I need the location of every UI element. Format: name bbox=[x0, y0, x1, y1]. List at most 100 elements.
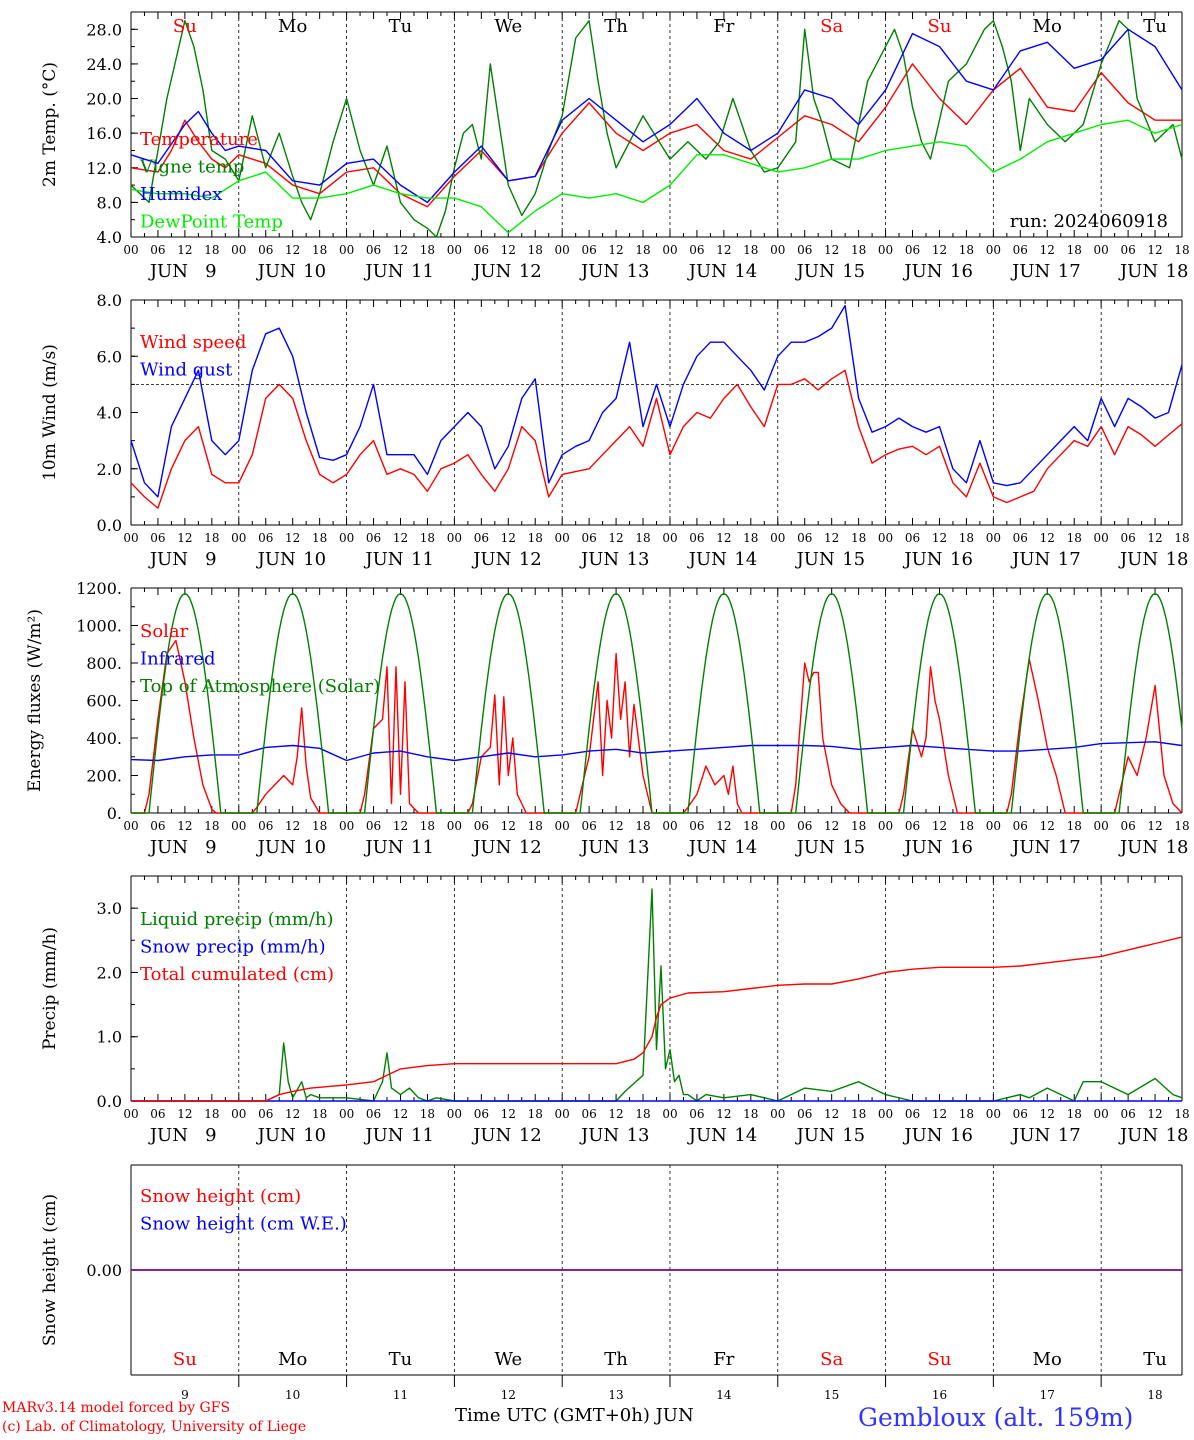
hour-tick-label: 06 bbox=[1013, 243, 1028, 257]
legend-entry: Infrared bbox=[140, 649, 215, 670]
series-line-infrared bbox=[130, 741, 1183, 762]
legend-entry: Liquid precip (mm/h) bbox=[140, 909, 334, 930]
y-axis-label: 2m Temp. (°C) bbox=[40, 62, 60, 187]
hour-tick-label: 00 bbox=[770, 531, 785, 545]
day-label: 10 bbox=[303, 1125, 326, 1146]
hour-tick-label: 06 bbox=[581, 819, 596, 833]
day-label: 18 bbox=[1166, 261, 1189, 282]
month-label: JUN bbox=[795, 837, 835, 858]
day-label: 11 bbox=[411, 261, 434, 282]
hour-tick-label: 06 bbox=[905, 1107, 920, 1121]
credit-line-2: (c) Lab. of Climatology, University of L… bbox=[2, 1419, 307, 1435]
month-label: JUN bbox=[1010, 837, 1050, 858]
month-label: JUN bbox=[148, 1125, 188, 1146]
hour-tick-label: 00 bbox=[662, 1107, 677, 1121]
hour-tick-label: 00 bbox=[878, 243, 893, 257]
y-tick-label: 400. bbox=[86, 729, 122, 748]
hour-tick-label: 00 bbox=[123, 1107, 138, 1121]
hour-tick-label: 18 bbox=[528, 531, 543, 545]
weekday-label: Tu bbox=[1143, 16, 1167, 37]
day-label: 14 bbox=[734, 1125, 757, 1146]
hour-tick-label: 06 bbox=[366, 1107, 381, 1121]
hour-tick-label: 18 bbox=[851, 819, 866, 833]
hour-tick-label: 00 bbox=[339, 819, 354, 833]
y-tick-label: 16.0 bbox=[86, 124, 122, 143]
month-label: JUN bbox=[1118, 261, 1158, 282]
hour-tick-label: 18 bbox=[420, 531, 435, 545]
month-label: JUN bbox=[471, 837, 511, 858]
hour-tick-label: 00 bbox=[231, 531, 246, 545]
hour-tick-label: 00 bbox=[231, 819, 246, 833]
hour-tick-label: 12 bbox=[1147, 819, 1162, 833]
hour-tick-label: 18 bbox=[312, 1107, 327, 1121]
hour-tick-label: 00 bbox=[662, 243, 677, 257]
y-tick-label: 1200. bbox=[76, 579, 122, 598]
hour-tick-label: 00 bbox=[231, 1107, 246, 1121]
hour-tick-label: 18 bbox=[743, 819, 758, 833]
hour-tick-label: 18 bbox=[851, 1107, 866, 1121]
y-tick-label: 28.0 bbox=[86, 20, 122, 39]
day-label: 13 bbox=[627, 549, 650, 570]
weekday-label: Th bbox=[604, 16, 628, 37]
hour-tick-label: 00 bbox=[447, 819, 462, 833]
hour-tick-label: 00 bbox=[662, 531, 677, 545]
hour-tick-label: 12 bbox=[932, 243, 947, 257]
day-label: 9 bbox=[205, 261, 216, 282]
day-label: 16 bbox=[950, 837, 973, 858]
hour-tick-label: 18 bbox=[851, 243, 866, 257]
day-label: 9 bbox=[205, 837, 216, 858]
hour-tick-label: 18 bbox=[1174, 531, 1189, 545]
day-label: 18 bbox=[1166, 1125, 1189, 1146]
day-label: 9 bbox=[205, 549, 216, 570]
legend-entry: Total cumulated (cm) bbox=[140, 964, 334, 985]
hour-tick-label: 18 bbox=[1067, 531, 1082, 545]
month-label: JUN bbox=[795, 549, 835, 570]
weekday-label: Su bbox=[927, 16, 951, 37]
y-tick-label: 800. bbox=[86, 654, 122, 673]
weekday-label: Mo bbox=[278, 16, 307, 37]
hour-tick-label: 18 bbox=[959, 531, 974, 545]
hour-tick-label: 00 bbox=[339, 243, 354, 257]
bottom-weekday-label: Fr bbox=[713, 1349, 734, 1370]
legend-entry: DewPoint Temp bbox=[140, 212, 283, 233]
legend-entry: Humidex bbox=[140, 184, 222, 205]
day-label: 14 bbox=[734, 549, 757, 570]
time-axis-label: Time UTC (GMT+0h) JUN bbox=[455, 1405, 694, 1426]
hour-tick-label: 06 bbox=[581, 243, 596, 257]
hour-tick-label: 12 bbox=[1040, 819, 1055, 833]
hour-tick-label: 18 bbox=[635, 819, 650, 833]
hour-tick-label: 00 bbox=[447, 531, 462, 545]
hour-tick-label: 12 bbox=[1040, 243, 1055, 257]
day-label: 16 bbox=[950, 261, 973, 282]
day-label: 17 bbox=[1058, 549, 1081, 570]
bottom-day-number: 18 bbox=[1147, 1388, 1162, 1402]
hour-tick-label: 06 bbox=[474, 819, 489, 833]
y-tick-label: 6.0 bbox=[97, 347, 122, 366]
hour-tick-label: 18 bbox=[528, 819, 543, 833]
hour-tick-label: 06 bbox=[689, 243, 704, 257]
weekday-label: Sa bbox=[820, 16, 843, 37]
hour-tick-label: 12 bbox=[716, 243, 731, 257]
hour-tick-label: 00 bbox=[878, 1107, 893, 1121]
day-label: 14 bbox=[734, 261, 757, 282]
bottom-day-number: 10 bbox=[285, 1388, 300, 1402]
hour-tick-label: 06 bbox=[1013, 819, 1028, 833]
month-label: JUN bbox=[363, 1125, 403, 1146]
hour-tick-label: 00 bbox=[339, 531, 354, 545]
hour-tick-label: 00 bbox=[1094, 819, 1109, 833]
month-label: JUN bbox=[471, 1125, 511, 1146]
y-tick-label: 0.0 bbox=[97, 516, 122, 535]
y-tick-label: 600. bbox=[86, 692, 122, 711]
day-label: 13 bbox=[627, 1125, 650, 1146]
bottom-day-number: 11 bbox=[393, 1388, 408, 1402]
hour-tick-label: 18 bbox=[635, 531, 650, 545]
bottom-weekday-label: Sa bbox=[820, 1349, 843, 1370]
day-label: 16 bbox=[950, 1125, 973, 1146]
day-label: 12 bbox=[519, 1125, 542, 1146]
legend-entry: Snow precip (mm/h) bbox=[140, 937, 326, 958]
hour-tick-label: 00 bbox=[986, 243, 1001, 257]
hour-tick-label: 18 bbox=[528, 1107, 543, 1121]
y-axis-label: Snow height (cm) bbox=[40, 1194, 60, 1346]
y-tick-label: 12.0 bbox=[86, 159, 122, 178]
